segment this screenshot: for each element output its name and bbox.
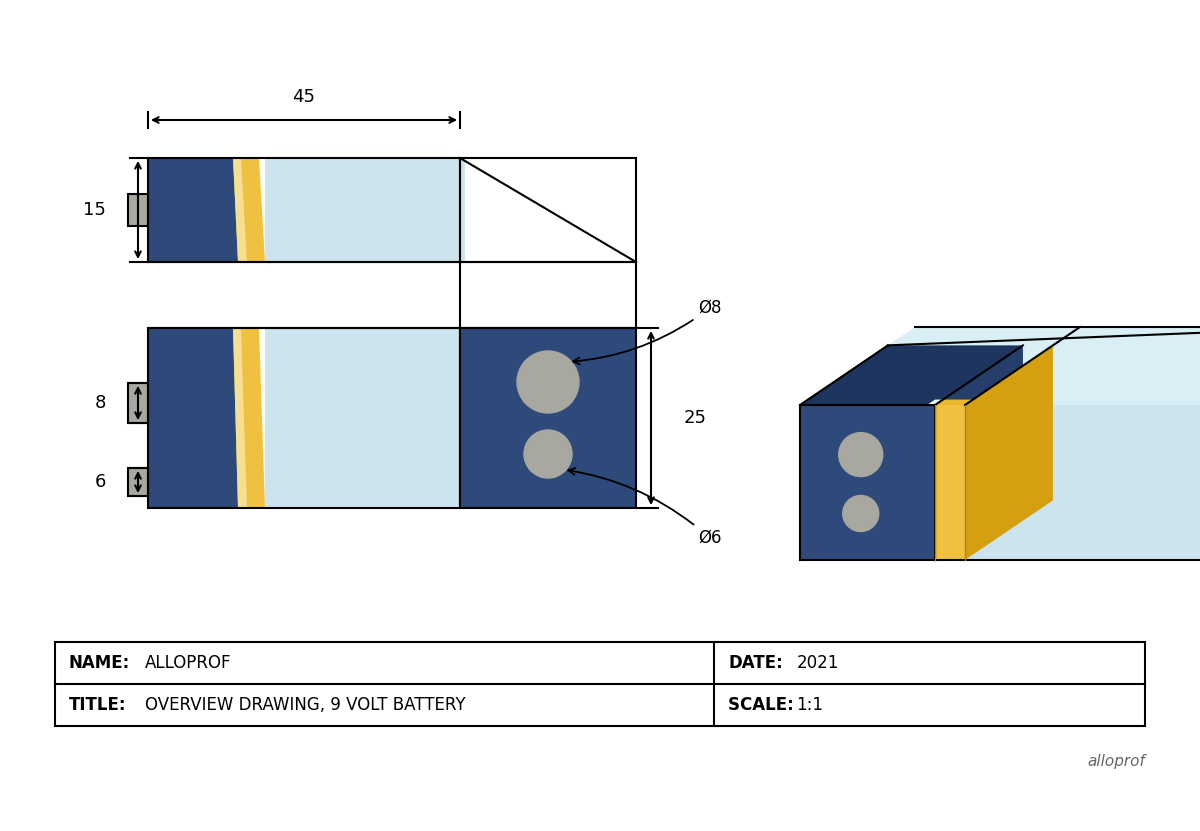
Polygon shape — [935, 405, 965, 560]
Text: 8: 8 — [95, 394, 106, 412]
Polygon shape — [233, 158, 247, 262]
Text: 15: 15 — [83, 201, 106, 219]
Polygon shape — [233, 158, 265, 262]
Text: ALLOPROF: ALLOPROF — [145, 654, 232, 672]
Bar — [265, 158, 466, 262]
Polygon shape — [233, 328, 247, 508]
Text: 1:1: 1:1 — [797, 696, 823, 714]
Text: TITLE:: TITLE: — [70, 696, 126, 714]
Circle shape — [842, 495, 878, 532]
Circle shape — [839, 433, 883, 477]
Bar — [460, 158, 636, 262]
Text: OVERVIEW DRAWING, 9 VOLT BATTERY: OVERVIEW DRAWING, 9 VOLT BATTERY — [145, 696, 466, 714]
Text: alloprof: alloprof — [1087, 754, 1145, 769]
Bar — [128, 468, 148, 496]
Bar — [148, 328, 460, 508]
Polygon shape — [935, 346, 1022, 560]
Circle shape — [524, 430, 572, 478]
Text: 45: 45 — [293, 88, 316, 106]
Bar — [148, 158, 460, 262]
Text: NAME:: NAME: — [70, 654, 131, 672]
Bar — [148, 328, 242, 508]
Text: 6: 6 — [95, 473, 106, 491]
Polygon shape — [800, 405, 935, 560]
Polygon shape — [233, 328, 265, 508]
Bar — [128, 194, 148, 226]
Bar — [148, 158, 242, 262]
Bar — [128, 383, 148, 423]
Text: SCALE:: SCALE: — [728, 696, 800, 714]
Text: 25: 25 — [684, 409, 707, 427]
Bar — [460, 328, 636, 508]
Polygon shape — [800, 327, 1200, 405]
Polygon shape — [935, 400, 973, 405]
Polygon shape — [800, 346, 1022, 405]
Polygon shape — [935, 405, 1200, 560]
Text: Ø6: Ø6 — [569, 468, 721, 547]
Bar — [265, 328, 466, 508]
Text: 2021: 2021 — [797, 654, 839, 672]
Text: DATE:: DATE: — [728, 654, 784, 672]
Bar — [55, 642, 1145, 726]
Circle shape — [517, 351, 580, 413]
Polygon shape — [965, 346, 1052, 560]
Text: Ø8: Ø8 — [572, 299, 721, 364]
Polygon shape — [928, 400, 943, 405]
